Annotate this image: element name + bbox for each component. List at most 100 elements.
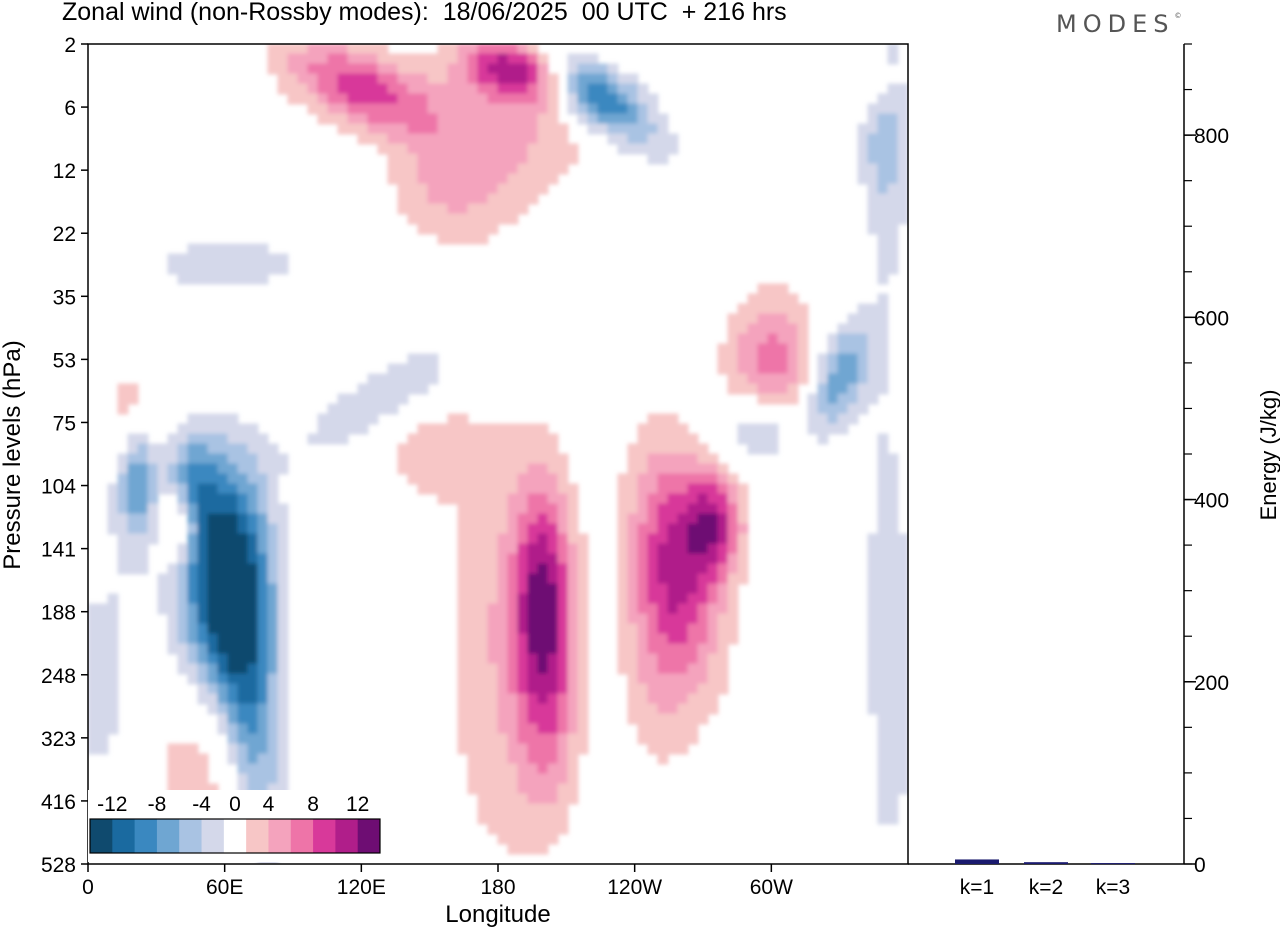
heatmap-cell <box>197 603 209 615</box>
heatmap-cell <box>537 133 549 145</box>
heatmap-cell <box>187 763 199 775</box>
heatmap-cell <box>877 133 889 145</box>
heatmap-cell <box>107 513 119 525</box>
heatmap-cell <box>697 573 709 585</box>
heatmap-cell <box>767 423 779 435</box>
heatmap-cell <box>247 433 259 445</box>
heatmap-cell <box>227 623 239 635</box>
heatmap-cell <box>207 593 219 605</box>
colorbar-swatch <box>268 819 292 853</box>
heatmap-cell <box>677 613 689 625</box>
heatmap-cell <box>267 513 279 525</box>
heatmap-cell <box>737 433 749 445</box>
heatmap-cell <box>127 443 139 455</box>
heatmap-cell <box>567 703 579 715</box>
heatmap-cell <box>277 653 289 665</box>
heatmap-cell <box>607 73 619 85</box>
heatmap-cell <box>88 743 99 755</box>
heatmap-cell <box>637 563 649 575</box>
heatmap-cell <box>677 533 689 545</box>
heatmap-cell <box>97 643 109 655</box>
heatmap-cell <box>257 733 269 745</box>
heatmap-cell <box>427 473 439 485</box>
heatmap-cell <box>527 513 539 525</box>
heatmap-cell <box>437 113 449 125</box>
heatmap-cell <box>197 573 209 585</box>
heatmap-cell <box>637 133 649 145</box>
heatmap-cell <box>417 363 429 375</box>
heatmap-cell <box>527 803 539 815</box>
heatmap-cell <box>247 733 259 745</box>
heatmap-cell <box>507 63 519 75</box>
heatmap-cell <box>537 743 549 755</box>
heatmap-cell <box>417 473 429 485</box>
heatmap-cell <box>527 123 539 135</box>
heatmap-cell <box>837 343 849 355</box>
heatmap-cell <box>877 703 889 715</box>
heatmap-cell <box>267 553 279 565</box>
heatmap-cell <box>257 773 269 785</box>
heatmap-cell <box>507 763 519 775</box>
heatmap-cell <box>117 403 129 415</box>
heatmap-cell <box>177 263 189 275</box>
heatmap-cell <box>387 83 399 95</box>
heatmap-cell <box>167 623 179 635</box>
heatmap-cell <box>517 723 529 735</box>
heatmap-cell <box>397 203 409 215</box>
heatmap-cell <box>487 533 499 545</box>
heatmap-cell <box>547 653 559 665</box>
heatmap-cell <box>667 713 679 725</box>
heatmap-cell <box>397 363 409 375</box>
heatmap-cell <box>617 633 629 645</box>
heatmap-cell <box>587 63 599 75</box>
heatmap-cell <box>887 613 899 625</box>
heatmap-cell <box>537 483 549 495</box>
heatmap-cell <box>867 383 879 395</box>
heatmap-cell <box>527 593 539 605</box>
heatmap-cell <box>277 253 289 265</box>
heatmap-cell <box>637 673 649 685</box>
heatmap-cell <box>257 253 269 265</box>
heatmap-cell <box>737 303 749 315</box>
heatmap-cell <box>507 523 519 535</box>
heatmap-cell <box>247 703 259 715</box>
heatmap-cell <box>517 563 529 575</box>
heatmap-cell <box>237 483 249 495</box>
heatmap-cell <box>337 103 349 115</box>
heatmap-cell <box>767 283 779 295</box>
heatmap-cell <box>447 123 459 135</box>
heatmap-cell <box>187 573 199 585</box>
heatmap-cell <box>237 773 249 785</box>
heatmap-cell <box>547 723 559 735</box>
heatmap-cell <box>267 443 279 455</box>
heatmap-cell <box>217 673 229 685</box>
heatmap-cell <box>467 563 479 575</box>
heatmap-cell <box>457 173 469 185</box>
heatmap-cell <box>197 583 209 595</box>
heatmap-cell <box>207 473 219 485</box>
heatmap-cell <box>867 323 879 335</box>
heatmap-cell <box>687 473 699 485</box>
heatmap-cell <box>877 773 889 785</box>
heatmap-cell <box>567 493 579 505</box>
heatmap-cell <box>187 663 199 675</box>
heatmap-cell <box>537 573 549 585</box>
heatmap-cell <box>697 663 709 675</box>
heatmap-cell <box>897 773 908 785</box>
colorbar-swatch <box>223 819 247 853</box>
heatmap-cell <box>497 823 509 835</box>
heatmap-cell <box>617 593 629 605</box>
heatmap-cell <box>637 513 649 525</box>
heatmap-cell <box>627 643 639 655</box>
heatmap-cell <box>597 63 609 75</box>
heatmap-cell <box>257 603 269 615</box>
heatmap-cell <box>647 723 659 735</box>
heatmap-cell <box>397 103 409 115</box>
heatmap-cell <box>577 593 589 605</box>
heatmap-cell <box>407 453 419 465</box>
heatmap-cell <box>477 693 489 705</box>
heatmap-cell <box>427 103 439 115</box>
heatmap-cell <box>517 44 529 55</box>
logo-text: MODES <box>1056 10 1175 38</box>
y-tick-label: 6 <box>64 97 76 120</box>
